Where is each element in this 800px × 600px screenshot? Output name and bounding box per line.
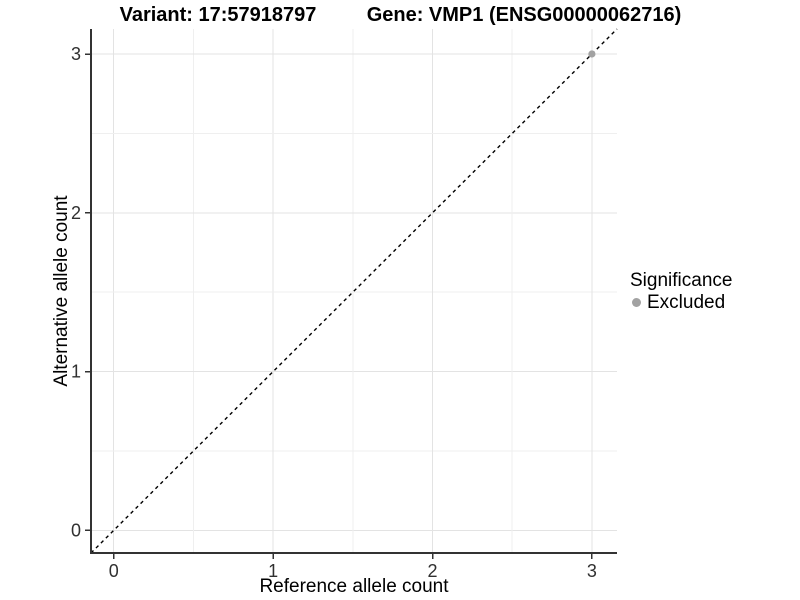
- x-tick-label: 2: [427, 561, 437, 581]
- y-tick-label: 2: [71, 203, 81, 223]
- variant-title: Variant: 17:57918797: [119, 4, 317, 26]
- y-tick-label: 3: [71, 44, 81, 64]
- legend: Significance Excluded: [630, 270, 732, 313]
- legend-entry-excluded: Excluded: [630, 292, 732, 313]
- data-point: [588, 50, 596, 58]
- legend-title: Significance: [630, 270, 733, 291]
- x-tick-label: 3: [587, 561, 597, 581]
- gene-title: Gene: VMP1 (ENSG00000062716): [366, 4, 682, 26]
- x-tick-label: 0: [109, 561, 119, 581]
- legend-entry-label: Excluded: [647, 292, 726, 313]
- y-tick-label: 1: [71, 362, 81, 382]
- excluded-point-icon: [632, 298, 641, 307]
- x-axis-title: Reference allele count: [259, 576, 449, 597]
- y-tick-label: 0: [71, 520, 81, 540]
- y-axis-title: Alternative allele count: [51, 195, 72, 387]
- identity-line: [90, 28, 618, 554]
- x-tick-label: 1: [268, 561, 278, 581]
